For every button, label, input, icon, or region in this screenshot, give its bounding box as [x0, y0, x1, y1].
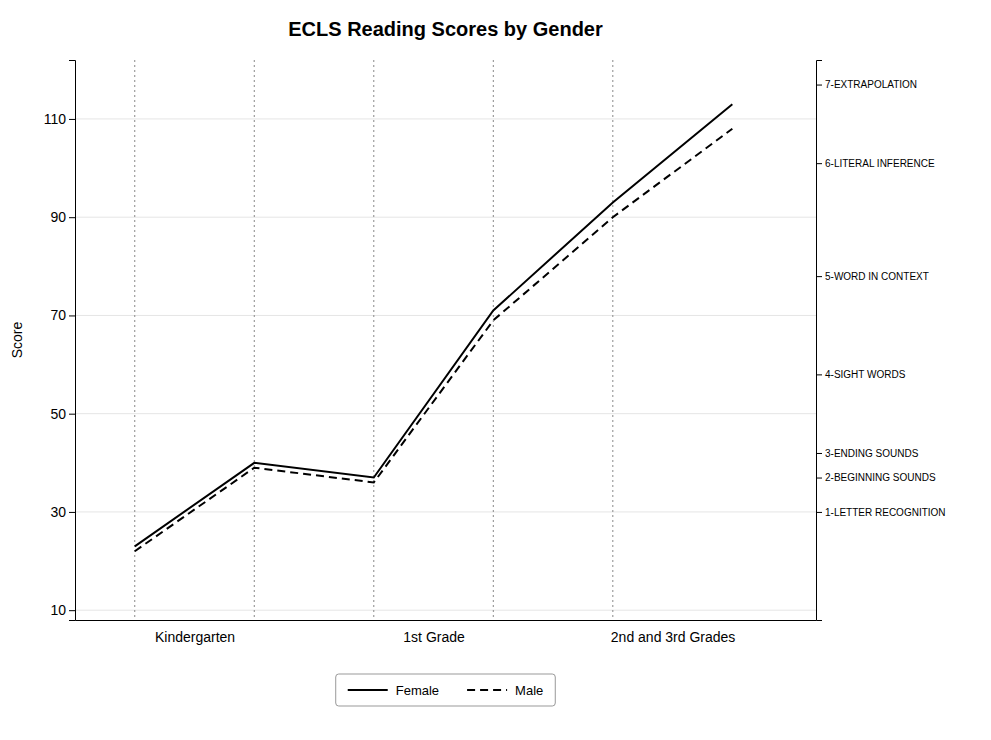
legend-entry: Female — [348, 683, 439, 698]
tick-mark — [816, 478, 822, 479]
tick-label: 2nd and 3rd Grades — [611, 629, 736, 645]
tick-mark — [69, 217, 75, 218]
vline — [493, 60, 494, 620]
axis-domain — [817, 61, 823, 621]
tick: 5-WORD IN CONTEXT — [816, 271, 929, 282]
tick: Kindergarten — [155, 620, 235, 645]
tick: 2nd and 3rd Grades — [611, 620, 736, 645]
tick-mark — [69, 610, 75, 611]
tick-label: 1-LETTER RECOGNITION — [825, 507, 946, 518]
title: ECLS Reading Scores by Gender — [288, 18, 603, 40]
tick-mark — [816, 374, 822, 375]
plot: 10 30 50 70 90 110 Kindergarten 1st Grade 2nd an… — [44, 60, 946, 645]
tick: 2-BEGINNING SOUNDS — [816, 472, 936, 483]
tick-mark — [69, 512, 75, 513]
grid-line — [75, 217, 816, 218]
tick: 10 — [50, 602, 75, 618]
axis-domain — [76, 620, 817, 621]
tick-mark — [69, 315, 75, 316]
y-axis: 10 30 50 70 90 110 — [44, 61, 76, 621]
tick-label: 4-SIGHT WORDS — [825, 369, 906, 380]
legend-swatch — [348, 689, 388, 691]
tick-label: 90 — [50, 209, 66, 225]
legend-frame — [336, 674, 556, 706]
tick-label: 70 — [50, 307, 66, 323]
tick: 50 — [50, 406, 75, 422]
legend-entry: Male — [467, 683, 543, 698]
axis-domain — [69, 61, 76, 621]
grid-line — [75, 118, 816, 119]
tick: 70 — [50, 307, 75, 323]
legend: Female Male — [336, 674, 556, 706]
legend-swatch — [467, 689, 507, 691]
tick-label: 110 — [44, 111, 67, 127]
tick-label: 1st Grade — [403, 629, 465, 645]
tick-label: 50 — [50, 406, 66, 422]
y2-axis: 7-EXTRAPOLATION 6-LITERAL INFERENCE 5-WORD… — [816, 61, 946, 621]
tick-label: Kindergarten — [155, 629, 235, 645]
tick: 1-LETTER RECOGNITION — [816, 507, 946, 518]
tick: 6-LITERAL INFERENCE — [816, 158, 935, 169]
tick: 1st Grade — [403, 620, 465, 645]
tick-mark — [816, 512, 822, 513]
grid-line — [75, 610, 816, 611]
tick-mark — [69, 414, 75, 415]
tick: 90 — [50, 209, 75, 225]
tick-mark — [816, 163, 822, 164]
line — [135, 104, 733, 546]
legend-label: Female — [396, 683, 439, 698]
tick-label: 7-EXTRAPOLATION — [825, 79, 917, 90]
tick-mark — [69, 119, 75, 120]
tick: 110 — [44, 111, 75, 127]
tick-label: 6-LITERAL INFERENCE — [825, 158, 935, 169]
tick-label: 10 — [50, 602, 66, 618]
x-axis: Kindergarten 1st Grade 2nd and 3rd Grades — [76, 620, 817, 645]
vline — [254, 60, 255, 620]
line — [135, 129, 733, 551]
tick: 30 — [50, 504, 75, 520]
chart: 10 30 50 70 90 110 Kindergarten 1st Grade 2nd an… — [0, 0, 991, 740]
lines — [135, 104, 733, 551]
tick: 7-EXTRAPOLATION — [816, 79, 917, 90]
tick-mark — [816, 453, 822, 454]
legend-label: Male — [515, 683, 543, 698]
tick-label: 3-ENDING SOUNDS — [825, 448, 919, 459]
axis-title: Score — [9, 322, 25, 359]
vline — [612, 60, 613, 620]
vline — [134, 60, 135, 620]
grid — [75, 119, 816, 610]
tick-label: 5-WORD IN CONTEXT — [825, 271, 929, 282]
tick-mark — [816, 276, 822, 277]
tick-label: 2-BEGINNING SOUNDS — [825, 472, 936, 483]
vlines — [135, 60, 613, 620]
tick-label: 30 — [50, 504, 66, 520]
tick: 4-SIGHT WORDS — [816, 369, 906, 380]
tick: 3-ENDING SOUNDS — [816, 448, 919, 459]
grid-line — [75, 413, 816, 414]
vline — [373, 60, 374, 620]
tick-mark — [816, 85, 822, 86]
grid-line — [75, 315, 816, 316]
